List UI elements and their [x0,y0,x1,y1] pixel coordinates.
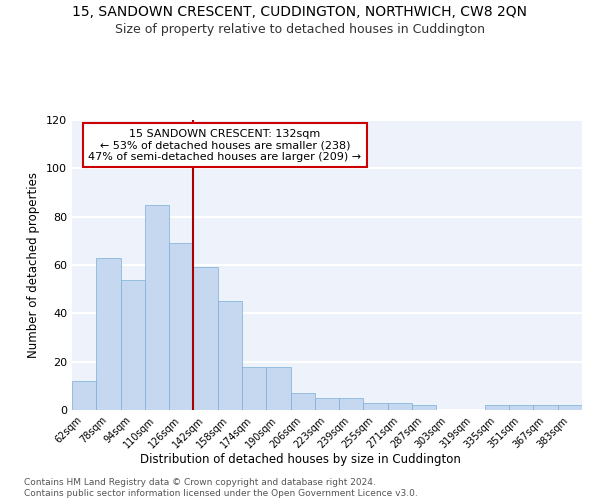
Bar [193,268,218,410]
Bar [72,381,96,410]
Bar [266,366,290,410]
Bar [145,204,169,410]
Bar [121,280,145,410]
Bar [242,366,266,410]
Bar [218,301,242,410]
Bar [558,405,582,410]
Text: Contains HM Land Registry data © Crown copyright and database right 2024.
Contai: Contains HM Land Registry data © Crown c… [24,478,418,498]
Bar [509,405,533,410]
Bar [412,405,436,410]
Y-axis label: Number of detached properties: Number of detached properties [28,172,40,358]
Bar [533,405,558,410]
Text: Distribution of detached houses by size in Cuddington: Distribution of detached houses by size … [140,452,460,466]
Bar [485,405,509,410]
Bar [364,403,388,410]
Bar [339,398,364,410]
Bar [169,244,193,410]
Bar [96,258,121,410]
Bar [388,403,412,410]
Text: Size of property relative to detached houses in Cuddington: Size of property relative to detached ho… [115,22,485,36]
Bar [315,398,339,410]
Text: 15, SANDOWN CRESCENT, CUDDINGTON, NORTHWICH, CW8 2QN: 15, SANDOWN CRESCENT, CUDDINGTON, NORTHW… [73,5,527,19]
Text: 15 SANDOWN CRESCENT: 132sqm
← 53% of detached houses are smaller (238)
47% of se: 15 SANDOWN CRESCENT: 132sqm ← 53% of det… [88,128,362,162]
Bar [290,393,315,410]
